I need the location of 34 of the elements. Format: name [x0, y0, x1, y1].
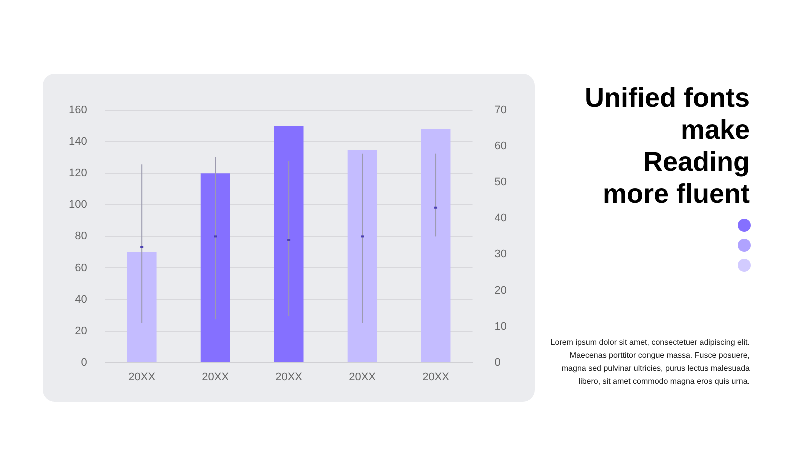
text: Lorem ipsum dolor sit amet, consectetuer adipiscing elit. Maecenas porttitor congue massa. Fusce posuere, magna sed pulvinar ultricies, purus lectus malesuada libero, sit amet commodo magna eros quis urna.	[550, 337, 750, 388]
x-tick-label: 20XX	[422, 371, 450, 384]
y2-tick-label: 0	[494, 356, 501, 369]
y2-tick-label: 30	[494, 248, 508, 261]
candlestick	[288, 160, 291, 316]
y2-tick-label: 70	[494, 104, 508, 117]
y-tick-label: 120	[68, 168, 88, 180]
y-tick-label: 160	[68, 104, 88, 117]
y-tick-label: 60	[75, 262, 88, 274]
candlestick	[361, 153, 364, 324]
x-tick-label: 20XX	[202, 371, 230, 384]
bar	[200, 174, 230, 362]
y-tick-label: 140	[68, 136, 88, 148]
bar	[421, 130, 451, 362]
x-tick-label: 20XX	[349, 371, 377, 384]
y2-tick-label: 50	[494, 176, 508, 189]
y2-tick-label: 10	[494, 320, 508, 333]
candlestick	[140, 164, 144, 324]
y2-tick-label: 20	[494, 284, 508, 297]
bar	[348, 150, 378, 362]
y2-tick-label: 40	[494, 212, 508, 225]
y-tick-label: 40	[75, 294, 88, 306]
x-tick-label: 20XX	[128, 371, 156, 384]
y-tick-label: 0	[81, 356, 88, 369]
y-tick-label: 100	[68, 199, 88, 212]
y-tick-label: 80	[75, 230, 88, 243]
bar	[127, 252, 157, 362]
x-tick-label: 20XX	[276, 371, 304, 384]
candlestick	[434, 153, 438, 238]
candlestick	[214, 156, 218, 320]
text: Unified fonts make Reading more fluent	[584, 82, 750, 210]
y2-tick-label: 60	[494, 140, 508, 153]
bar	[274, 126, 304, 362]
y-tick-label: 20	[75, 325, 88, 338]
